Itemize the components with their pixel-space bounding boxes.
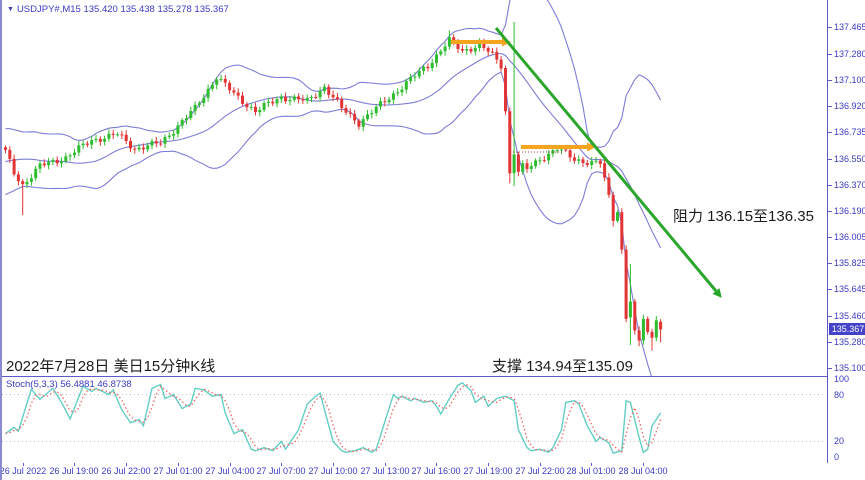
time-axis-label: 28 Jul 01:00 xyxy=(566,466,616,476)
price-tick xyxy=(828,159,832,160)
ohlc-low: 135.278 xyxy=(157,4,192,15)
time-tick xyxy=(281,463,282,466)
price-axis-label: 137.280 xyxy=(834,49,865,59)
time-axis-label: 26 Jul 22:00 xyxy=(101,466,151,476)
stoch-d-value: 46.8738 xyxy=(97,379,132,390)
time-tick xyxy=(540,463,541,466)
symbol-timeframe-label: USDJPY#,M15 xyxy=(16,4,81,15)
stochastic-panel[interactable] xyxy=(2,377,827,463)
price-axis-label: 137.465 xyxy=(834,22,865,32)
chart-title: ▼ USDJPY#,M15 135.420 135.438 135.278 135… xyxy=(7,4,229,15)
time-tick xyxy=(74,463,75,466)
time-tick xyxy=(126,463,127,466)
indicator-name: Stoch(5,3,3) xyxy=(6,379,58,390)
time-axis-label: 27 Jul 19:00 xyxy=(463,466,513,476)
time-axis-label: 27 Jul 01:00 xyxy=(153,466,203,476)
time-tick xyxy=(591,463,592,466)
price-axis-label: 136.920 xyxy=(834,101,865,111)
price-axis-label: 136.370 xyxy=(834,180,865,190)
candlestick-chart-canvas[interactable] xyxy=(2,0,827,377)
ohlc-high: 135.438 xyxy=(120,4,155,15)
time-axis-label: 27 Jul 13:00 xyxy=(360,466,410,476)
price-tick xyxy=(828,80,832,81)
price-axis-label: 135.825 xyxy=(834,258,865,268)
time-tick xyxy=(488,463,489,466)
price-tick xyxy=(828,106,832,107)
time-axis-label: 27 Jul 04:00 xyxy=(205,466,255,476)
stoch-k-value: 56.4881 xyxy=(60,379,95,390)
time-tick xyxy=(333,463,334,466)
price-tick xyxy=(828,185,832,186)
bollinger-lower-band xyxy=(5,71,653,377)
price-axis-label: 135.460 xyxy=(834,311,865,321)
price-tick xyxy=(828,342,832,343)
price-axis-label: 137.100 xyxy=(834,75,865,85)
price-tick xyxy=(828,289,832,290)
main-chart-area[interactable] xyxy=(2,0,827,377)
price-axis-label: 136.550 xyxy=(834,154,865,164)
time-tick xyxy=(436,463,437,466)
price-axis-label: 136.005 xyxy=(834,232,865,242)
price-tick xyxy=(828,316,832,317)
downtrend-arrow-object[interactable] xyxy=(494,27,722,298)
price-axis-divider xyxy=(827,0,828,463)
time-tick xyxy=(230,463,231,466)
time-axis-label: 27 Jul 22:00 xyxy=(515,466,565,476)
price-tick xyxy=(828,27,832,28)
chart-caption: 2022年7月28日 美日15分钟K线 xyxy=(6,358,216,375)
price-axis-label: 135.280 xyxy=(834,337,865,347)
time-axis-label: 26 Jul 2022 xyxy=(0,466,47,476)
price-tick xyxy=(828,54,832,55)
price-axis-label: 135.645 xyxy=(834,284,865,294)
resistance-annotation: 阻力 136.15至136.35 xyxy=(673,208,814,225)
time-axis-label: 26 Jul 19:00 xyxy=(49,466,99,476)
time-axis-label: 27 Jul 07:00 xyxy=(256,466,306,476)
price-axis-label: 135.100 xyxy=(834,363,865,373)
support-annotation: 支撑 134.94至135.09 xyxy=(492,358,633,375)
time-tick xyxy=(178,463,179,466)
price-axis[interactable]: 137.465 137.280 137.100 136.920 136.735 136.5… xyxy=(828,0,865,463)
time-axis[interactable]: 26 Jul 2022 26 Jul 19:00 26 Jul 22:00 27 Ju… xyxy=(2,463,865,480)
stochastic-canvas[interactable] xyxy=(2,377,827,463)
stoch-k-line xyxy=(5,382,662,454)
time-tick xyxy=(643,463,644,466)
resistance-arrow-object-2[interactable] xyxy=(521,142,596,152)
price-axis-label: 136.190 xyxy=(834,206,865,216)
stoch-axis-label: 100 xyxy=(834,374,850,384)
current-price-marker: 135.367 xyxy=(829,323,865,335)
time-tick xyxy=(385,463,386,466)
ohlc-close: 135.367 xyxy=(194,4,229,15)
price-tick xyxy=(828,211,832,212)
time-axis-label: 27 Jul 10:00 xyxy=(308,466,358,476)
stoch-axis-label: 20 xyxy=(834,436,845,446)
price-tick xyxy=(828,237,832,238)
bollinger-middle-band xyxy=(5,52,662,249)
chevron-down-icon: ▼ xyxy=(7,6,14,13)
ohlc-open: 135.420 xyxy=(83,4,118,15)
price-axis-label: 136.735 xyxy=(834,127,865,137)
panel-divider[interactable] xyxy=(2,376,865,377)
price-tick xyxy=(828,368,832,369)
stoch-d-line xyxy=(5,384,662,453)
time-axis-label: 28 Jul 04:00 xyxy=(618,466,668,476)
stoch-axis-label: 0 xyxy=(834,452,840,462)
stoch-axis-label: 80 xyxy=(834,390,845,400)
price-tick xyxy=(828,263,832,264)
time-axis-label: 27 Jul 16:00 xyxy=(411,466,461,476)
candles xyxy=(4,21,663,351)
stochastic-label: Stoch(5,3,3) 56.4881 46.8738 xyxy=(6,379,132,390)
bollinger-upper-band xyxy=(5,0,662,148)
time-tick xyxy=(23,463,24,466)
price-tick xyxy=(828,132,832,133)
